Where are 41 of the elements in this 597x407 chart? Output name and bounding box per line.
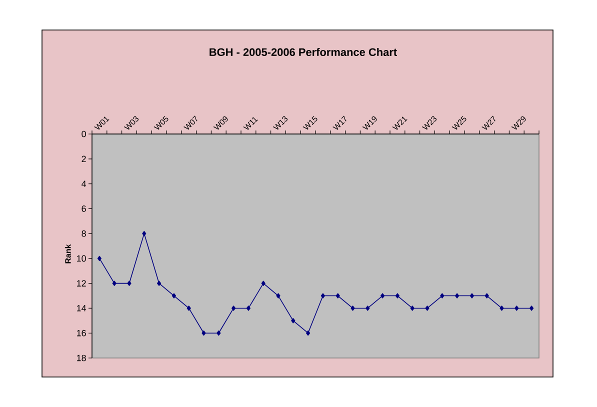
point [232, 306, 236, 311]
point [246, 306, 251, 311]
point [186, 306, 191, 311]
y-tick-label: 6 [82, 205, 86, 212]
point [440, 293, 444, 298]
point [216, 330, 221, 336]
point [291, 318, 296, 324]
point [336, 293, 340, 298]
y-tick-label: 0 [82, 130, 86, 138]
point [97, 256, 102, 262]
point [276, 293, 280, 298]
point [500, 306, 504, 311]
point [261, 280, 266, 286]
y-tick-label: 10 [77, 255, 86, 262]
point [157, 280, 162, 286]
point [514, 306, 519, 311]
point [202, 330, 206, 336]
point [172, 293, 176, 298]
point [320, 293, 326, 298]
point [350, 306, 355, 311]
point [127, 280, 132, 286]
point [142, 230, 146, 236]
y-tick-label: 18 [77, 354, 86, 362]
point [455, 293, 460, 298]
point [410, 306, 414, 311]
point [112, 280, 116, 286]
y-tick-label: 16 [77, 330, 86, 336]
point [366, 306, 370, 311]
point [470, 293, 474, 298]
point [306, 330, 310, 336]
point [425, 306, 430, 311]
chart-title: BGH - 2005-2006 Performance Chart [210, 48, 397, 56]
point [530, 306, 534, 311]
point [395, 293, 400, 298]
y-tick-label: 12 [77, 280, 86, 286]
point [484, 293, 489, 298]
y-tick-label: 2 [82, 156, 86, 162]
y-tick-label: 14 [77, 305, 86, 312]
point [380, 293, 385, 298]
y-tick-label: 4 [82, 180, 86, 187]
y-tick-label: 8 [82, 230, 86, 237]
